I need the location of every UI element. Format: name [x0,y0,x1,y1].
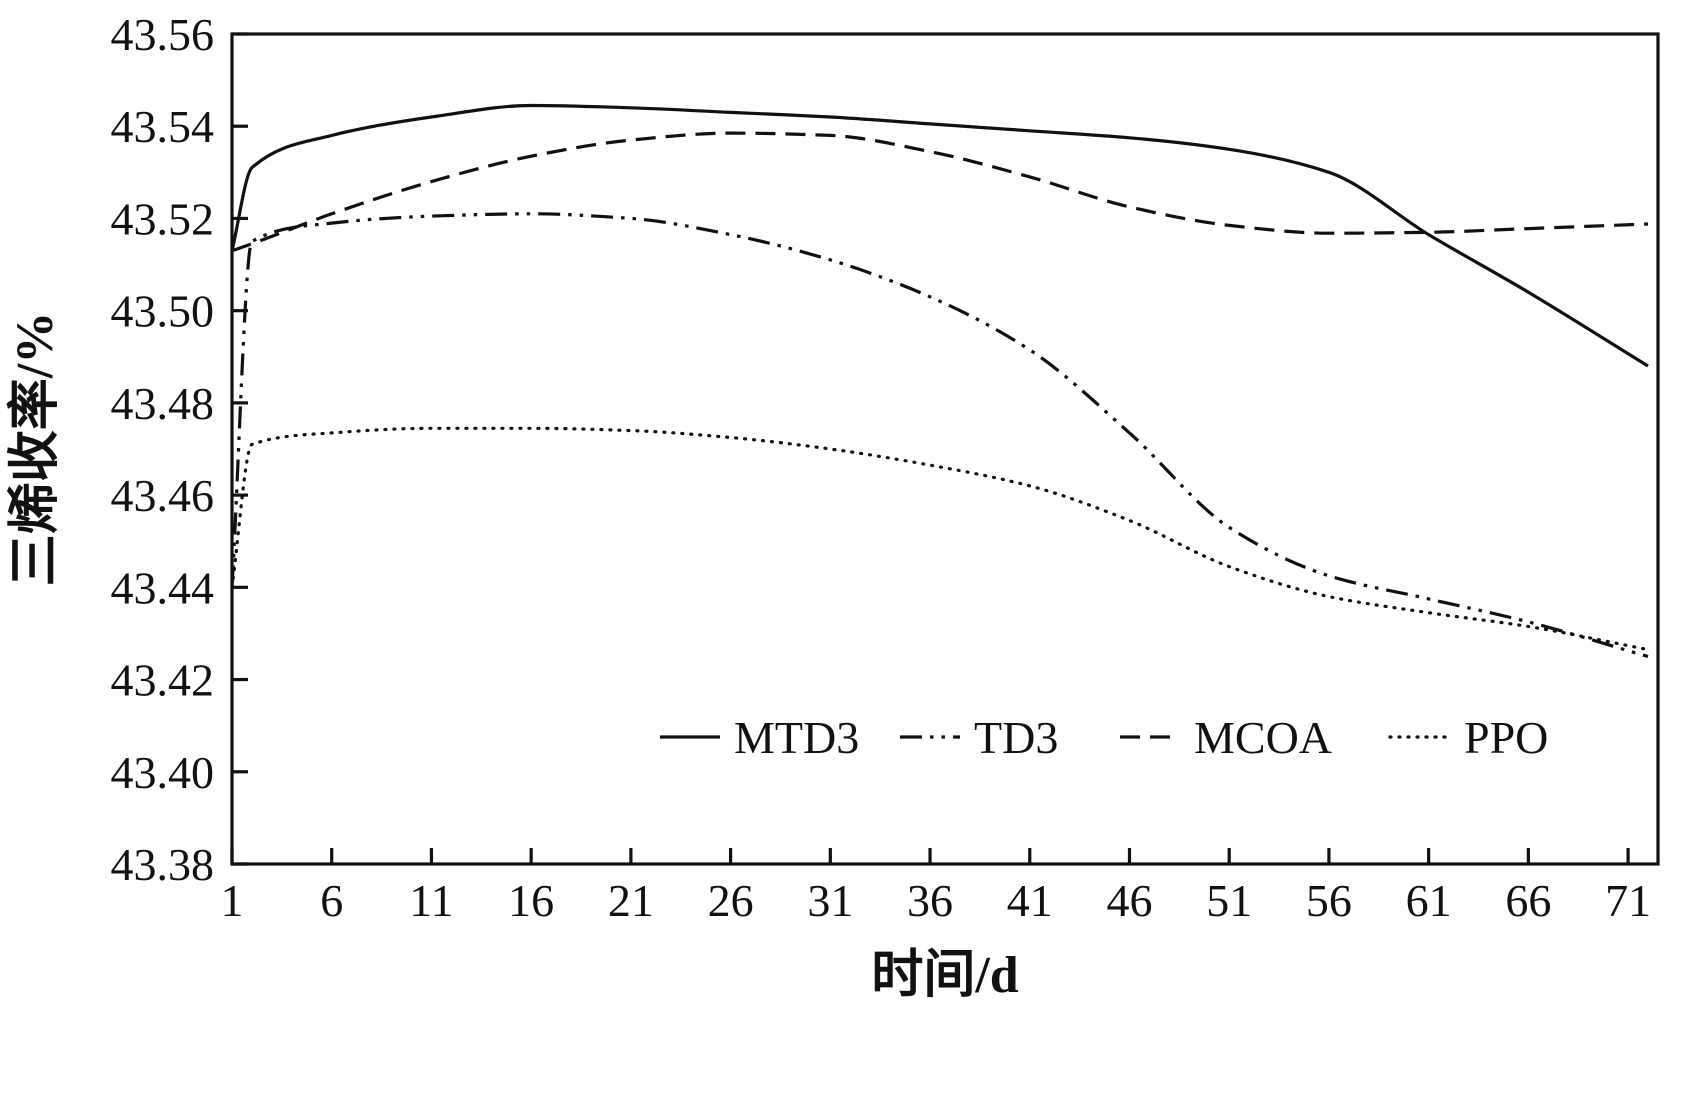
x-axis-tick-label: 66 [1505,875,1551,926]
legend-label-td3: TD3 [974,712,1058,763]
y-axis-tick-label: 43.56 [111,9,215,60]
y-axis-tick-label: 43.48 [111,378,215,429]
legend-label-ppo: PPO [1464,712,1548,763]
x-axis-tick-label: 46 [1106,875,1152,926]
x-axis-tick-label: 16 [508,875,554,926]
x-axis-tick-label: 71 [1605,875,1651,926]
x-axis-tick-label: 11 [409,875,453,926]
y-axis-tick-label: 43.38 [111,839,215,890]
x-axis-tick-label: 41 [1007,875,1053,926]
x-axis-tick-label: 56 [1306,875,1352,926]
x-axis-tick-label: 61 [1406,875,1452,926]
y-axis-tick-label: 43.50 [111,286,215,337]
x-axis-label: 时间/d [871,947,1018,1004]
x-axis-tick-label: 31 [807,875,853,926]
legend-label-mtd3: MTD3 [734,712,859,763]
plot-border [230,32,1660,866]
legend-label-mcoa: MCOA [1194,712,1332,763]
plot-area: 1 6 11 16 21 26 31 36 41 46 51 56 61 66 7143.3843.4043… [111,9,1660,926]
series-line-td3 [230,212,1649,659]
x-axis-tick-label: 26 [708,875,754,926]
y-axis-tick-label: 43.46 [111,470,215,521]
y-axis-label: 三烯收率/% [6,312,64,586]
x-axis-tick-label: 21 [608,875,654,926]
series-line-mcoa [231,131,1649,253]
series-line-ppo [230,426,1650,652]
y-axis-tick-label: 43.52 [111,193,215,244]
x-axis-tick-label: 6 [320,875,343,926]
y-axis-tick-label: 43.42 [111,655,215,706]
x-axis-tick-label: 36 [907,875,953,926]
y-axis-tick-label: 43.44 [111,562,215,613]
y-axis-tick-label: 43.54 [111,101,215,152]
x-axis-tick-label: 51 [1206,875,1252,926]
y-axis-tick-label: 43.40 [111,747,215,798]
series-line-mtd3 [230,103,1649,368]
x-axis-tick-label: 1 [221,875,244,926]
